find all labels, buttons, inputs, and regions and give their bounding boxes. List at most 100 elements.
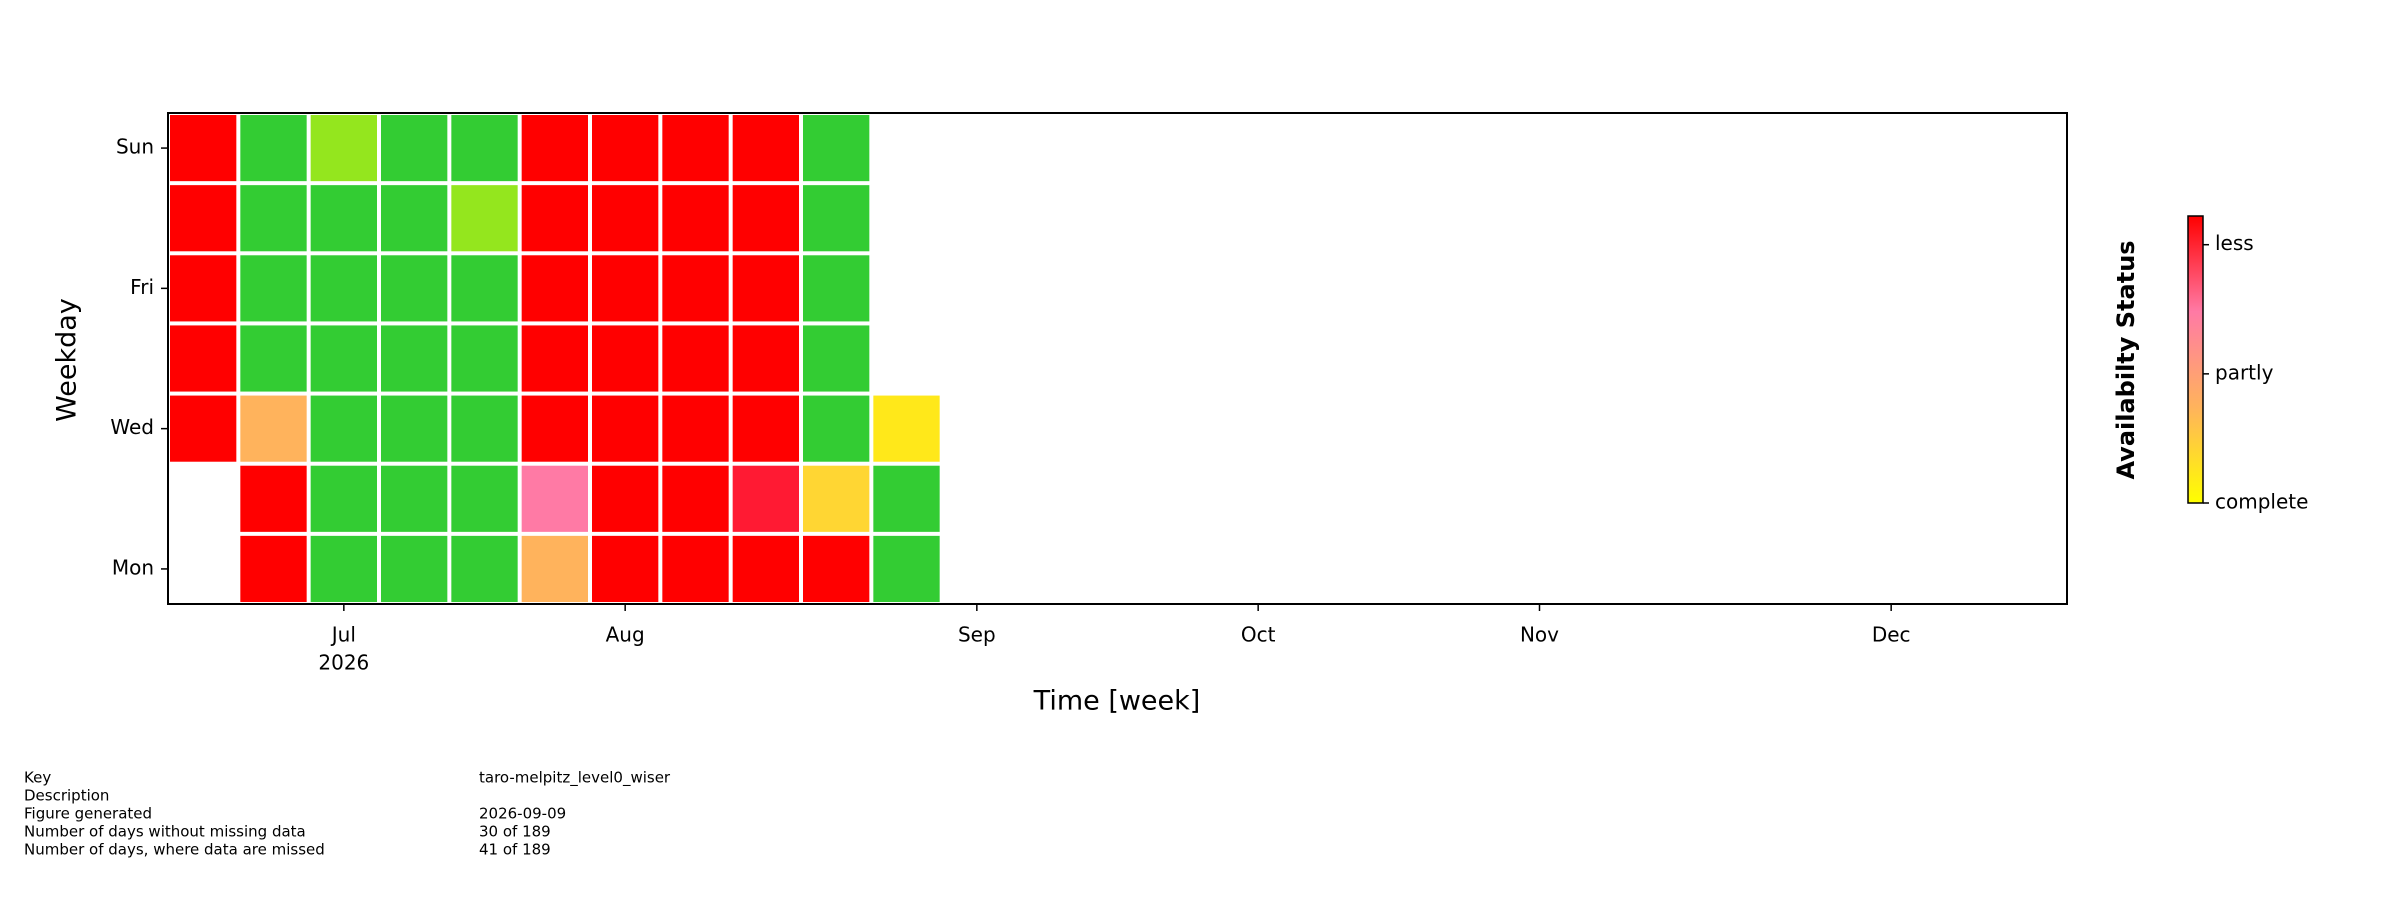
heatmap-cell bbox=[381, 535, 448, 602]
heatmap-cell bbox=[310, 325, 377, 392]
heatmap-cell bbox=[732, 535, 799, 602]
heatmap-cell bbox=[381, 185, 448, 252]
heatmap-cell bbox=[310, 255, 377, 322]
x-tick-label: Sep bbox=[958, 623, 996, 647]
heatmap-cell bbox=[662, 325, 729, 392]
heatmap-cell bbox=[451, 255, 518, 322]
heatmap-cell bbox=[803, 465, 870, 532]
colorbar-tick-label: less bbox=[2215, 231, 2254, 255]
heatmap-cell bbox=[732, 115, 799, 182]
colorbar bbox=[2187, 215, 2204, 504]
heatmap-cell bbox=[310, 465, 377, 532]
info-label: Number of days, where data are missed bbox=[24, 841, 325, 859]
colorbar-tick-label: complete bbox=[2215, 490, 2308, 514]
heatmap-cell bbox=[662, 535, 729, 602]
info-value: 2026-09-09 bbox=[479, 805, 566, 823]
plot-frame bbox=[167, 112, 2068, 605]
heatmap-cell bbox=[521, 395, 588, 462]
info-value: taro-melpitz_level0_wiser bbox=[479, 769, 671, 788]
y-tick-label: Fri bbox=[130, 275, 154, 299]
heatmap-cell bbox=[451, 325, 518, 392]
y-axis-label: Weekday bbox=[52, 298, 83, 422]
heatmap-cell bbox=[873, 465, 940, 532]
heatmap-cell bbox=[803, 185, 870, 252]
heatmap-cell bbox=[662, 115, 729, 182]
heatmap-cell bbox=[521, 465, 588, 532]
heatmap-cell bbox=[803, 395, 870, 462]
heatmap-cell bbox=[662, 255, 729, 322]
heatmap-cell bbox=[592, 535, 659, 602]
heatmap-cell bbox=[873, 535, 940, 602]
heatmap-cell bbox=[662, 185, 729, 252]
x-tick-label: Nov bbox=[1520, 623, 1559, 647]
heatmap-cell bbox=[662, 465, 729, 532]
x-tick-label: Dec bbox=[1872, 623, 1911, 647]
info-value: 30 of 189 bbox=[479, 823, 551, 841]
heatmap-cell bbox=[240, 395, 307, 462]
heatmap-cell bbox=[310, 115, 377, 182]
heatmap-cell bbox=[451, 395, 518, 462]
heatmap-cell bbox=[873, 395, 940, 462]
heatmap-cell bbox=[803, 535, 870, 602]
heatmap-cell bbox=[592, 325, 659, 392]
heatmap-cell bbox=[521, 115, 588, 182]
heatmap-cell bbox=[170, 325, 237, 392]
heatmap-cell bbox=[592, 115, 659, 182]
info-value: 41 of 189 bbox=[479, 841, 551, 859]
y-tick-label: Sun bbox=[116, 135, 154, 159]
heatmap-cell bbox=[521, 185, 588, 252]
heatmap-cell bbox=[381, 255, 448, 322]
colorbar-tick-label: partly bbox=[2215, 360, 2274, 384]
heatmap-cell bbox=[592, 255, 659, 322]
heatmap-cell bbox=[381, 325, 448, 392]
heatmap-cell bbox=[170, 185, 237, 252]
heatmap-cell bbox=[732, 465, 799, 532]
heatmap-cell bbox=[240, 185, 307, 252]
heatmap-cell bbox=[170, 255, 237, 322]
heatmap-cell bbox=[381, 395, 448, 462]
heatmap-cell bbox=[310, 535, 377, 602]
x-tick-label: Jul bbox=[330, 623, 356, 647]
heatmap-cell bbox=[592, 185, 659, 252]
heatmap-cell bbox=[732, 185, 799, 252]
info-label: Number of days without missing data bbox=[24, 823, 306, 841]
heatmap-cell bbox=[451, 465, 518, 532]
heatmap-cell bbox=[170, 395, 237, 462]
heatmap-cell bbox=[732, 395, 799, 462]
x-tick-label: Oct bbox=[1241, 623, 1276, 647]
heatmap-cell bbox=[240, 535, 307, 602]
heatmap-cell bbox=[592, 465, 659, 532]
heatmap-cell bbox=[732, 325, 799, 392]
y-tick-label: Mon bbox=[112, 555, 154, 579]
heatmap-cell bbox=[240, 115, 307, 182]
year-label: 2026 bbox=[318, 651, 369, 675]
heatmap-cell bbox=[451, 185, 518, 252]
heatmap-cell bbox=[662, 395, 729, 462]
heatmap-cell bbox=[451, 535, 518, 602]
heatmap-cell bbox=[310, 395, 377, 462]
heatmap-cell bbox=[240, 255, 307, 322]
y-tick-label: Wed bbox=[110, 415, 154, 439]
heatmap-cell bbox=[170, 115, 237, 182]
heatmap-cell bbox=[521, 255, 588, 322]
heatmap-cell bbox=[240, 325, 307, 392]
heatmap-cell bbox=[451, 115, 518, 182]
heatmap-cell bbox=[240, 465, 307, 532]
heatmap-cell bbox=[310, 185, 377, 252]
heatmap-cell bbox=[592, 395, 659, 462]
heatmap-cell bbox=[521, 325, 588, 392]
heatmap-cell bbox=[803, 115, 870, 182]
heatmap-cell bbox=[803, 255, 870, 322]
heatmap-cell bbox=[803, 325, 870, 392]
info-label: Key bbox=[24, 769, 51, 787]
heatmap-cell bbox=[732, 255, 799, 322]
heatmap-cell bbox=[381, 115, 448, 182]
x-axis-label: Time [week] bbox=[1033, 686, 1201, 717]
info-label: Description bbox=[24, 787, 109, 805]
colorbar-label: Availabilty Status bbox=[2112, 240, 2140, 479]
x-tick-label: Aug bbox=[606, 623, 645, 647]
heatmap-cell bbox=[381, 465, 448, 532]
heatmap-cell bbox=[521, 535, 588, 602]
info-label: Figure generated bbox=[24, 805, 152, 823]
